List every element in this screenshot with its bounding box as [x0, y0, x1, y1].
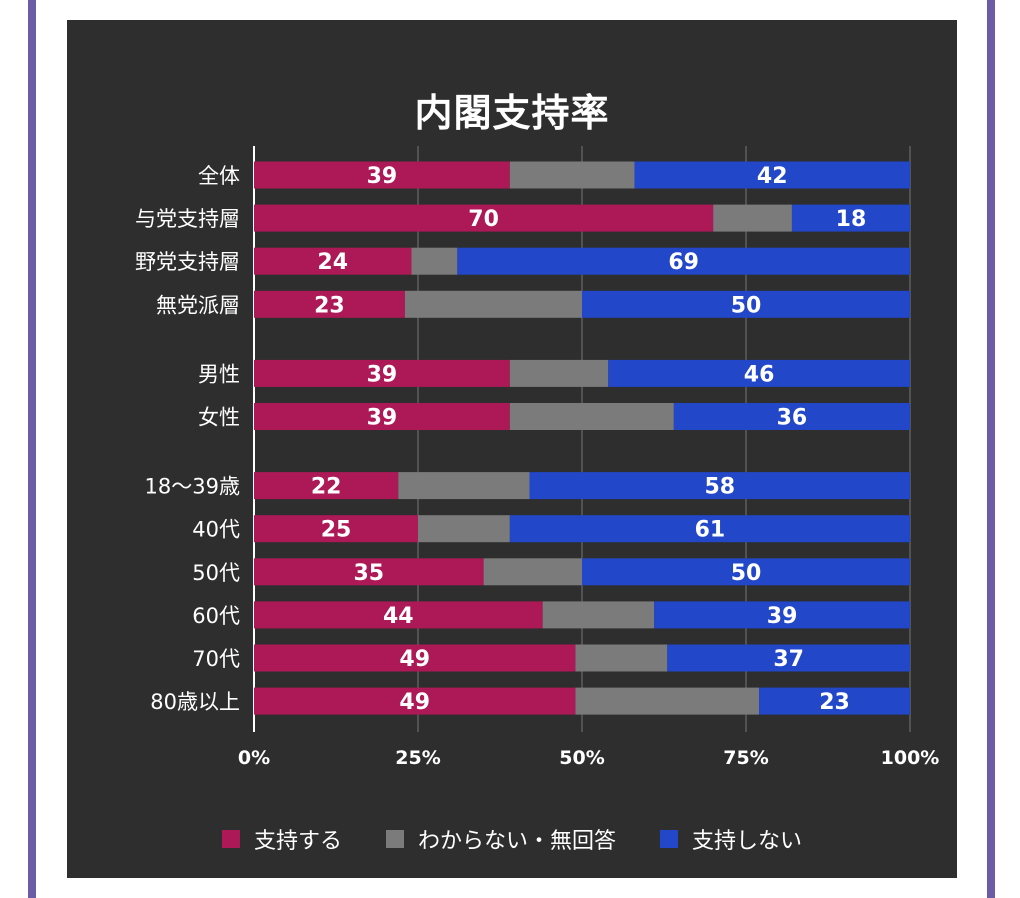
bar-segment	[254, 247, 412, 275]
data-label: 39	[367, 362, 398, 387]
bar-segment	[582, 558, 910, 586]
data-label: 70	[468, 207, 499, 232]
bar-segment	[759, 687, 910, 715]
bar-segment	[398, 472, 530, 500]
bar-segment	[254, 290, 405, 318]
legend-label: 支持しない	[692, 829, 803, 854]
category-label: 50代	[192, 561, 240, 585]
data-label: 39	[767, 604, 798, 629]
data-label: 24	[317, 250, 348, 275]
category-label: 全体	[198, 164, 240, 188]
bar-segment	[254, 601, 543, 629]
bar-segment	[509, 161, 635, 189]
bar-segment	[575, 687, 760, 715]
data-label: 36	[777, 406, 808, 431]
x-tick-label: 75%	[723, 747, 768, 769]
bar-segment	[608, 359, 910, 387]
data-label: 35	[353, 561, 384, 586]
bar-segment	[457, 247, 910, 275]
category-label: 男性	[198, 362, 240, 386]
data-label: 18	[836, 207, 867, 232]
x-tick-label: 25%	[395, 747, 440, 769]
bar-segment	[404, 290, 582, 318]
legend-swatch	[660, 830, 678, 848]
data-label: 46	[744, 362, 775, 387]
stacked-bar-chart: 0% 25% 50% 75% 100% 全体 39 42 与党支持層 70 18 野党支持層 24 69 無…	[135, 146, 940, 769]
bar-segment	[254, 515, 418, 543]
bar-segment	[673, 403, 910, 430]
x-tick-label: 100%	[881, 747, 940, 769]
category-label: 70代	[192, 647, 240, 671]
bar-segment	[411, 247, 458, 275]
data-label: 37	[773, 647, 804, 672]
bar-segment	[634, 161, 910, 189]
data-label: 25	[321, 518, 352, 543]
bar-segment	[254, 687, 576, 715]
bar-segment	[254, 359, 510, 387]
chart-legend: 支持する わからない・無回答 支持しない	[67, 823, 957, 855]
bar-segment	[254, 161, 510, 189]
data-label: 22	[311, 475, 342, 500]
data-label: 44	[383, 604, 414, 629]
bar-segment	[791, 204, 910, 232]
frame-left-border	[28, 0, 36, 898]
bar-segment	[509, 359, 609, 387]
bar-segment	[509, 403, 674, 430]
data-label: 69	[668, 250, 699, 275]
legend-label: わからない・無回答	[417, 829, 616, 854]
category-label: 80歳以上	[150, 690, 240, 714]
bar-segment	[713, 204, 792, 232]
category-label: 野党支持層	[135, 250, 240, 274]
legend-entry: わからない・無回答	[385, 823, 616, 855]
data-label: 50	[731, 561, 762, 586]
data-label: 49	[399, 647, 430, 672]
category-label: 18〜39歳	[145, 475, 240, 499]
bar-segment	[483, 558, 582, 586]
bar-segment	[254, 644, 576, 672]
data-label: 39	[367, 406, 398, 431]
data-label: 23	[314, 293, 345, 318]
category-label: 60代	[192, 604, 240, 628]
legend-label: 支持する	[253, 829, 342, 854]
bar-segment	[542, 601, 655, 629]
legend-swatch	[385, 830, 404, 848]
data-label: 58	[704, 475, 735, 500]
bar-segment	[667, 644, 910, 672]
bar-segment	[529, 472, 910, 500]
bar-segment	[575, 644, 668, 672]
data-label: 61	[695, 518, 726, 543]
data-label: 49	[399, 690, 430, 715]
bar-segment	[254, 403, 510, 430]
bar-segment	[582, 290, 910, 318]
frame-right-border	[987, 0, 995, 898]
category-label: 40代	[192, 518, 240, 542]
x-tick-label: 0%	[238, 747, 270, 769]
data-label: 39	[367, 164, 398, 189]
bar-segment	[418, 515, 510, 543]
chart-title: 内閣支持率	[414, 91, 610, 135]
legend-entry: 支持する	[221, 823, 342, 855]
x-tick-label: 50%	[559, 747, 604, 769]
data-label: 23	[819, 690, 850, 715]
bar-segment	[254, 204, 714, 232]
data-label: 42	[757, 164, 788, 189]
legend-entry: 支持しない	[660, 823, 802, 855]
chart-panel: 内閣支持率 0% 25% 50% 75% 100% 全体 39 42 与党支持層 70 18 野党支持…	[67, 20, 957, 878]
category-label: 与党支持層	[135, 207, 240, 231]
data-label: 50	[731, 293, 762, 318]
category-label: 女性	[198, 406, 240, 430]
legend-swatch	[221, 830, 240, 848]
category-label: 無党派層	[156, 293, 240, 317]
bar-segment	[654, 601, 910, 629]
bar-segment	[254, 472, 399, 500]
bar-segment	[509, 515, 910, 543]
bar-segment	[254, 558, 484, 586]
